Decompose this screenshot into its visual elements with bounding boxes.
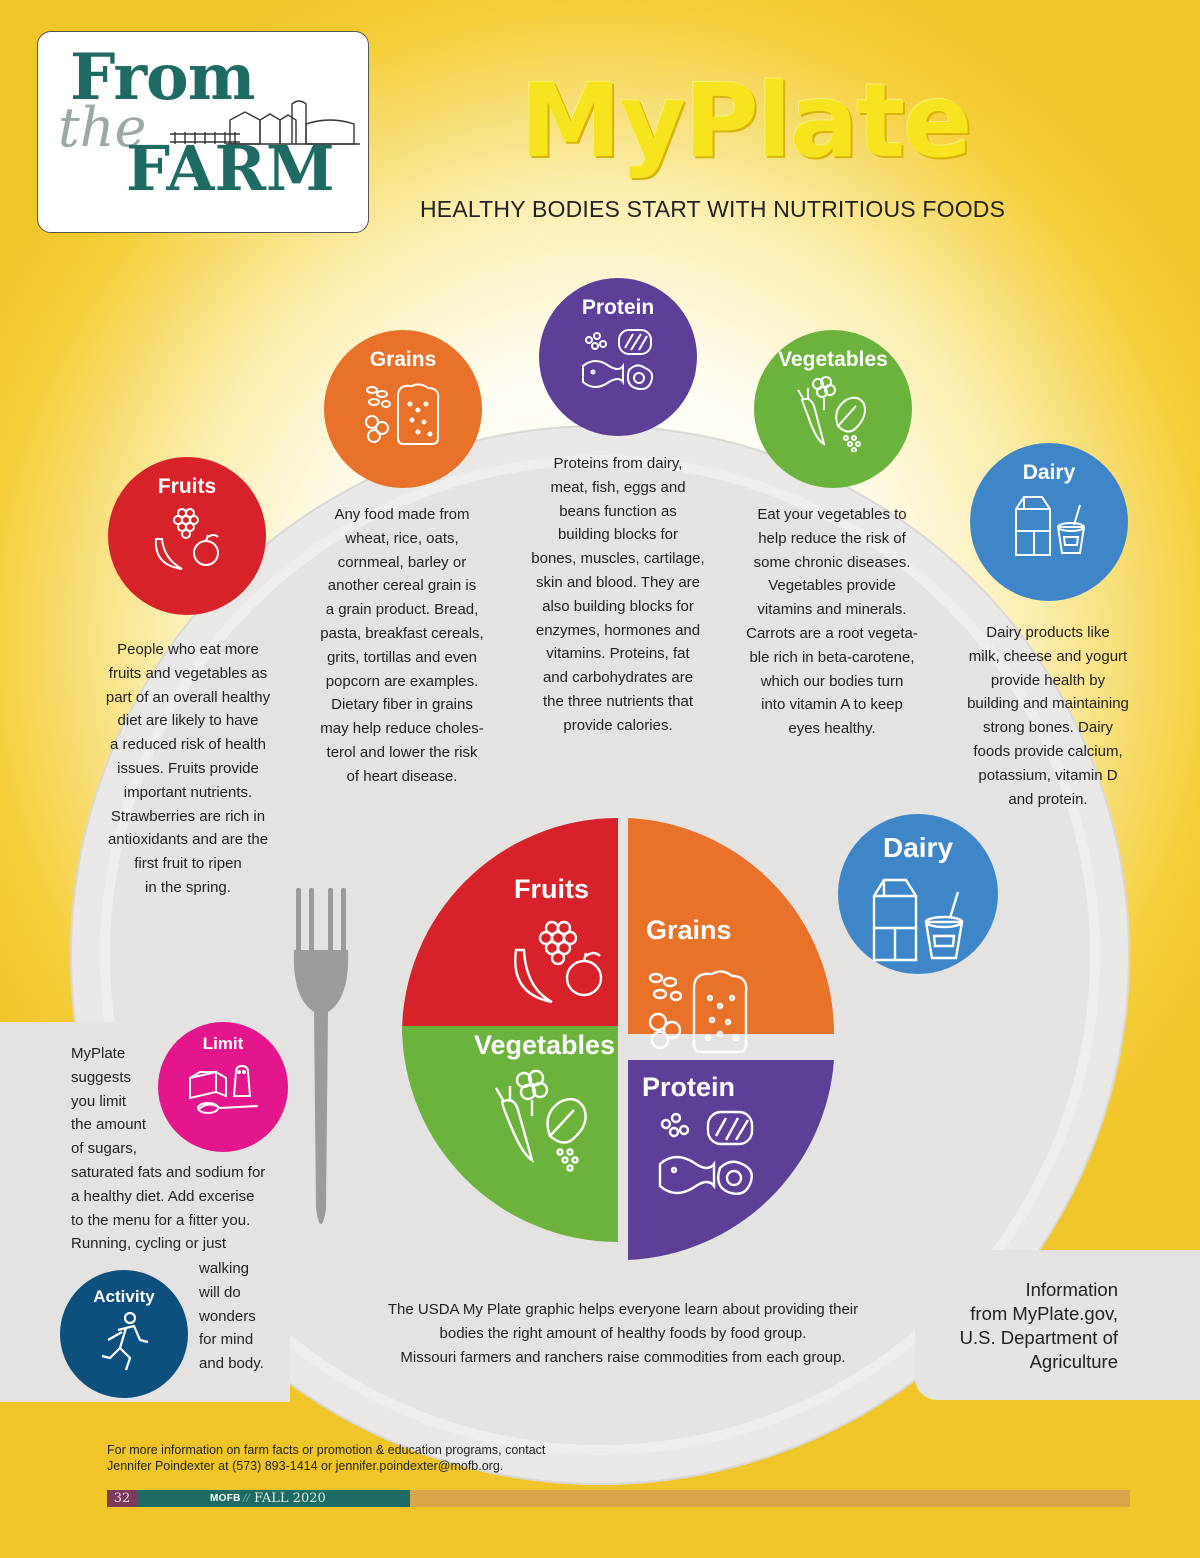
vegetables-description: Eat your vegetables to help reduce the r… [746, 506, 918, 738]
plate-vegetables-section [402, 1026, 618, 1242]
page-number: 32 [107, 1490, 137, 1507]
vegetables-circle: Vegetables [754, 330, 912, 488]
limit-icon [189, 1064, 259, 1114]
footer-separator: // [243, 1493, 250, 1504]
grains-circle-label: Grains [369, 348, 437, 371]
page-title: MyPlate [520, 62, 972, 181]
farm-buildings-icon [170, 100, 360, 145]
grains-circle: Grains [324, 330, 482, 488]
from-the-farm-logo [37, 31, 369, 233]
plate-dairy-label: Dairy [882, 832, 954, 863]
limit-circle: Limit [158, 1022, 288, 1152]
fruits-icon [154, 508, 219, 570]
source-text: Information from MyPlate.gov, U.S. Depar… [959, 1279, 1118, 1372]
logo-from: From [70, 40, 255, 115]
protein-circle-label: Protein [581, 296, 655, 319]
contact-info: For more information on farm facts or pr… [107, 1443, 546, 1473]
activity-text: walking will do wonders for mind and bod… [199, 1260, 264, 1373]
vegetables-circle-label: Vegetables [778, 348, 888, 371]
footer-bar-right [410, 1490, 1130, 1507]
plate-dairy-icon [872, 878, 964, 962]
dairy-circle: Dairy [970, 443, 1128, 601]
plate-protein-label: Protein [642, 1072, 736, 1102]
plate-dairy-circle: Dairy [838, 814, 998, 974]
grains-description: Any food made from wheat, rice, oats, co… [320, 506, 484, 785]
myplate-graphic [402, 818, 835, 1260]
page-subtitle: HEALTHY BODIES START WITH NUTRITIOUS FOO… [420, 196, 1006, 222]
magazine-name: MOFB [210, 1493, 241, 1504]
plate-grains-section [628, 818, 835, 1034]
grains-icon [365, 383, 440, 445]
fruits-description: People who eat more fruits and vegetable… [105, 641, 271, 896]
footer-bar-left [107, 1490, 410, 1507]
plate-vegetables-label: Vegetables [474, 1030, 616, 1060]
limit-circle-label: Limit [202, 1034, 244, 1053]
logo-the: the [58, 96, 147, 159]
protein-icon [582, 329, 654, 391]
limit-text: MyPlate suggests you limit the amount of… [71, 1045, 266, 1253]
plate-fruits-label: Fruits [514, 874, 590, 904]
fork-icon [293, 888, 349, 1224]
vegetables-icon [797, 376, 866, 452]
plate-fruits-section [402, 818, 618, 1034]
plate-caption: The USDA My Plate graphic helps everyone… [387, 1301, 859, 1366]
activity-circle-label: Activity [93, 1287, 155, 1306]
source-panel [915, 1250, 1200, 1400]
logo-farm: FARM [126, 132, 335, 205]
protein-description: Proteins from dairy, meat, fish, eggs an… [531, 455, 705, 734]
dairy-description: Dairy products like milk, cheese and yog… [967, 624, 1129, 808]
protein-circle: Protein [539, 278, 697, 436]
fruits-circle: Fruits [108, 457, 266, 615]
plate-grains-label: Grains [646, 915, 732, 945]
issue-date: FALL 2020 [254, 1491, 326, 1506]
runner-icon [101, 1312, 149, 1371]
dairy-circle-label: Dairy [1022, 461, 1076, 484]
fruits-circle-label: Fruits [157, 475, 217, 498]
plate-protein-section [628, 1060, 834, 1260]
dairy-icon [1015, 496, 1086, 556]
activity-circle: Activity [60, 1270, 188, 1398]
